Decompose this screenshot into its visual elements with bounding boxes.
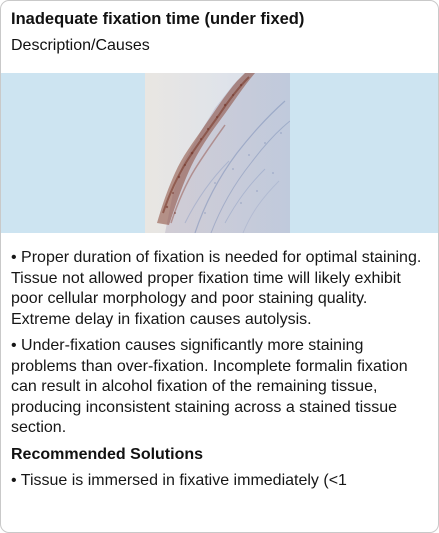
section-heading-solutions: Recommended Solutions — [11, 445, 204, 463]
card-title: Inadequate fixation time (under fixed) — [11, 10, 305, 28]
description-paragraph-2: • Under-fixation causes significantly mo… — [11, 337, 408, 436]
micrograph-image[interactable] — [145, 73, 290, 233]
card-body: • Proper duration of fixation is needed … — [11, 248, 431, 497]
description-paragraph-1: • Proper duration of fixation is needed … — [11, 249, 422, 328]
card-header: Inadequate fixation time (under fixed) D… — [1, 1, 438, 56]
image-band — [1, 73, 438, 233]
section-heading-description: Description/Causes — [11, 37, 150, 54]
solution-item-1: • Tissue is immersed in fixative immedia… — [11, 471, 347, 489]
